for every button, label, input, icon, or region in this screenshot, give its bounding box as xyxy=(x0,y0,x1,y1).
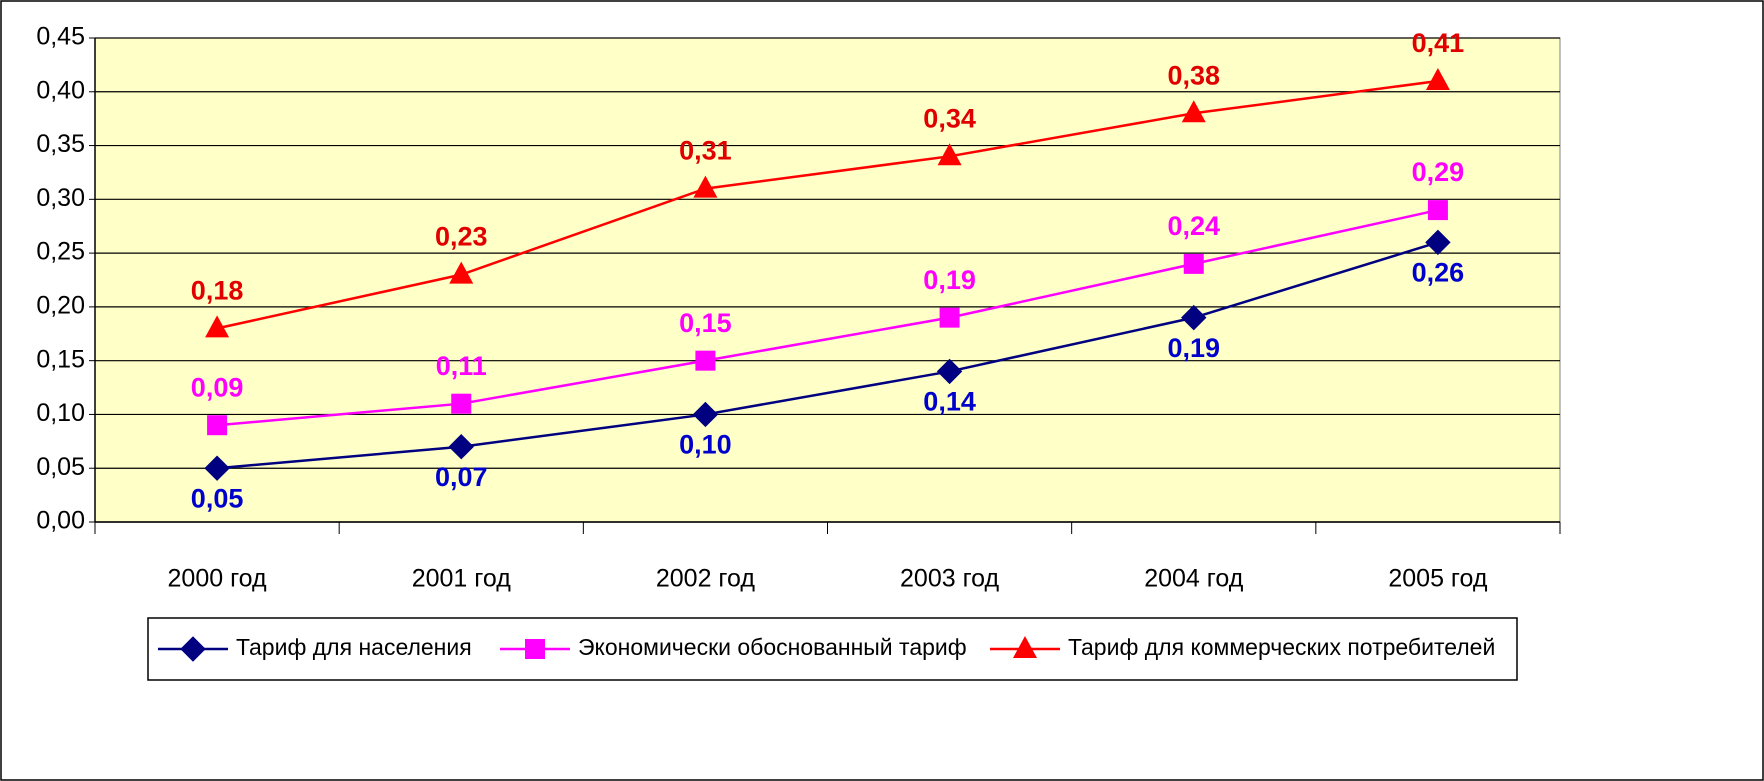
marker xyxy=(525,639,545,659)
data-label: 0,18 xyxy=(191,276,244,306)
data-label: 0,34 xyxy=(923,103,976,133)
legend-box xyxy=(147,617,1518,681)
marker xyxy=(205,315,230,338)
data-label: 0,24 xyxy=(1167,211,1220,241)
marker xyxy=(695,350,716,371)
marker xyxy=(1181,304,1207,331)
data-label: 0,41 xyxy=(1412,28,1465,58)
data-label: 0,14 xyxy=(923,387,976,417)
marker xyxy=(1013,636,1037,658)
series-line xyxy=(216,241,1439,470)
data-label: 0,10 xyxy=(679,430,732,460)
marker xyxy=(936,358,963,385)
data-label: 0,29 xyxy=(1412,157,1465,187)
x-tick-label: 2003 год xyxy=(900,565,999,593)
y-tick-label: 0,30 xyxy=(36,184,85,212)
y-tick-label: 0,35 xyxy=(36,130,85,158)
series-line xyxy=(216,79,1439,330)
marker xyxy=(451,393,472,414)
data-label: 0,26 xyxy=(1412,257,1465,287)
marker xyxy=(449,261,474,284)
marker xyxy=(693,175,718,198)
y-tick-label: 0,05 xyxy=(36,453,85,481)
x-tick-label: 2001 год xyxy=(412,565,511,593)
data-label: 0,19 xyxy=(923,265,976,295)
x-tick-label: 2004 год xyxy=(1144,565,1243,593)
data-label: 0,23 xyxy=(435,222,488,252)
legend-label: Тариф для населения xyxy=(236,634,472,660)
marker xyxy=(204,455,230,481)
marker xyxy=(207,415,228,436)
data-label: 0,11 xyxy=(436,351,487,381)
marker xyxy=(1181,100,1206,123)
data-label: 0,07 xyxy=(435,462,488,492)
marker xyxy=(448,434,474,460)
marker xyxy=(939,307,960,328)
plot-area xyxy=(94,37,1561,523)
y-tick-label: 0,45 xyxy=(36,23,85,51)
data-label: 0,05 xyxy=(191,483,244,513)
marker xyxy=(937,143,962,166)
marker xyxy=(1425,68,1450,91)
marker xyxy=(1425,229,1451,256)
x-tick-label: 2002 год xyxy=(656,565,755,593)
y-tick-label: 0,25 xyxy=(36,238,85,266)
y-tick-label: 0,40 xyxy=(36,76,85,104)
series-line xyxy=(216,208,1439,427)
marker xyxy=(692,401,719,428)
x-tick-label: 2005 год xyxy=(1388,565,1487,593)
data-label: 0,15 xyxy=(679,308,732,338)
y-tick-label: 0,15 xyxy=(36,345,85,373)
data-label: 0,19 xyxy=(1167,333,1220,363)
y-tick-label: 0,10 xyxy=(36,399,85,427)
data-label: 0,31 xyxy=(679,136,732,166)
legend-label: Экономически обоснованный тариф xyxy=(578,634,967,660)
legend-label: Тариф для коммерческих потребителей xyxy=(1068,634,1495,660)
data-label: 0,38 xyxy=(1167,60,1220,90)
data-label: 0,09 xyxy=(191,372,244,402)
marker xyxy=(180,636,206,662)
y-tick-label: 0,00 xyxy=(36,507,85,535)
x-tick-label: 2000 год xyxy=(168,565,267,593)
marker xyxy=(1427,200,1448,221)
marker xyxy=(1183,253,1204,274)
y-tick-label: 0,20 xyxy=(36,291,85,319)
